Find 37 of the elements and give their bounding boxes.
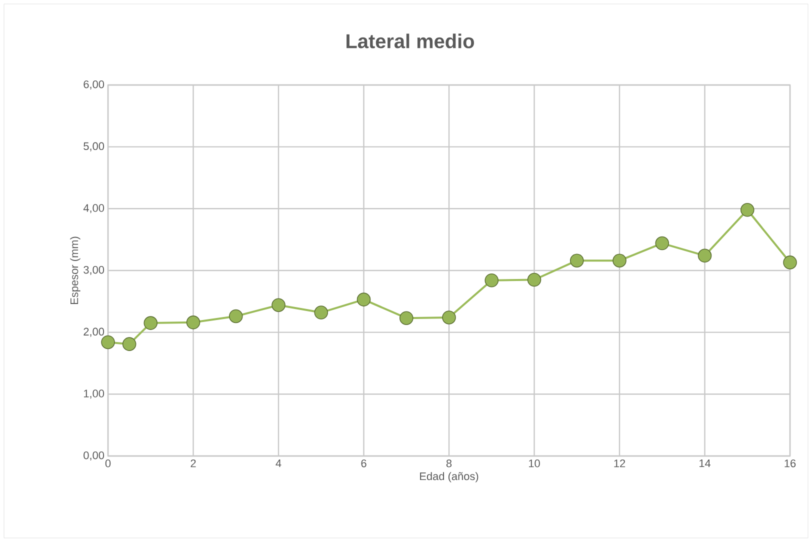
point [783, 256, 797, 270]
y-tick-label: 3,00 [84, 266, 104, 276]
point [144, 316, 158, 330]
x-tick-label: 14 [699, 460, 711, 468]
point [655, 236, 670, 250]
x-tick-label: 2 [190, 460, 196, 468]
x-tick-label: 4 [276, 460, 282, 468]
point [612, 254, 626, 268]
x-tick-label: 12 [614, 460, 626, 468]
point [228, 309, 243, 324]
x-tick-label: 16 [784, 460, 796, 468]
x-tick-label: 0 [105, 460, 111, 468]
point [527, 272, 542, 287]
point [186, 316, 200, 330]
y-axis-title: Espesor (mm) [70, 236, 80, 304]
y-tick-label: 2,00 [84, 328, 104, 337]
x-tick-label: 8 [446, 460, 452, 468]
point [314, 306, 328, 320]
point [570, 254, 584, 268]
point [272, 298, 286, 312]
x-axis-title: Edad (años) [420, 472, 478, 482]
y-tick-label: 6,00 [84, 80, 104, 90]
point [698, 248, 712, 263]
point [101, 335, 115, 350]
x-tick-label: 6 [361, 460, 366, 468]
point [442, 310, 456, 324]
point [356, 292, 371, 306]
y-tick-label: 4,00 [83, 204, 104, 214]
point [740, 202, 754, 217]
y-tick-label: 1,00 [84, 390, 104, 399]
y-tick-label: 0,00 [84, 451, 104, 461]
point [122, 337, 136, 351]
x-tick-label: 10 [528, 460, 540, 468]
y-tick-label: 5,00 [84, 142, 104, 152]
point [484, 273, 499, 288]
chart-title: Lateral medio [346, 34, 474, 48]
point [399, 311, 414, 325]
